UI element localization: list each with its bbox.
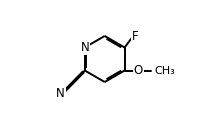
Text: N: N [56,87,65,100]
Text: CH₃: CH₃ [154,65,175,76]
Text: O: O [134,64,143,77]
Text: F: F [132,30,139,43]
Text: N: N [80,41,89,54]
